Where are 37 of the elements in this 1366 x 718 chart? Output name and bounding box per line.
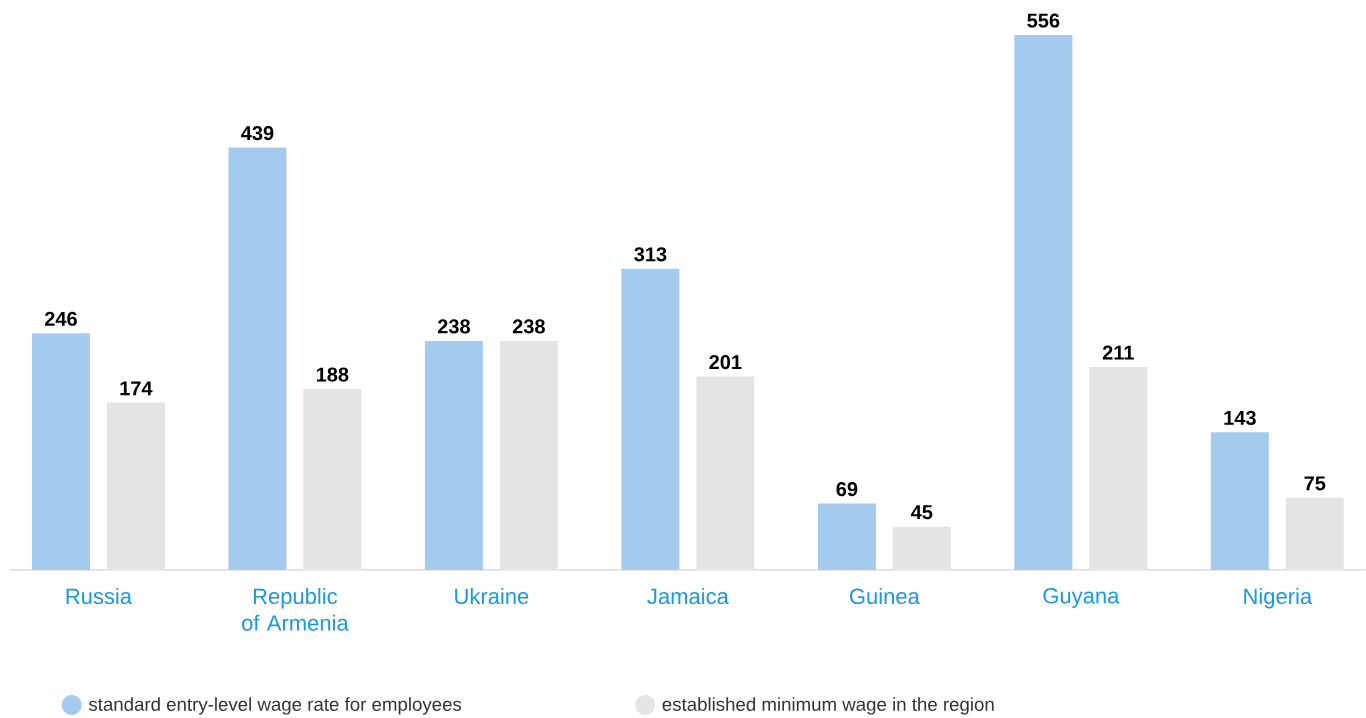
bar [817,503,876,570]
bar [892,526,951,570]
bar [1014,34,1073,570]
bar [424,340,483,570]
data-label: 246 [44,311,77,326]
x-tick-label: Jamaica [647,587,729,605]
legend-label: standard entry-level wage rate for employees [88,697,462,715]
data-label: 313 [634,247,667,262]
x-tick-label: Ukraine [455,587,529,605]
bar [31,333,90,570]
data-label: 238 [512,319,545,334]
data-label: 75 [1304,476,1326,491]
data-label: 439 [241,125,274,141]
bar [228,147,287,570]
bar [303,389,362,570]
bar [1285,497,1344,570]
x-tick-label: Republic of Armenia [242,587,349,631]
data-label: 143 [1224,410,1256,425]
bar [1089,366,1148,570]
bar [499,340,558,570]
data-label: 45 [910,505,933,520]
data-label: 174 [120,381,153,396]
data-label: 238 [437,319,470,334]
bar [696,376,755,570]
data-label: 188 [316,367,349,382]
data-label: 556 [1027,13,1060,28]
x-tick-label: Guinea [850,587,920,605]
x-tick-label: Russia [66,587,133,605]
bar [1210,432,1269,570]
data-label: 211 [1102,345,1134,360]
bar [106,402,165,570]
data-label: 201 [709,354,742,370]
x-tick-label: Nigeria [1244,587,1313,609]
x-tick-label: Guyana [1043,587,1120,608]
data-label: 69 [836,481,858,497]
legend-label: established minimum wage in the region [662,697,994,715]
bar [621,268,680,570]
